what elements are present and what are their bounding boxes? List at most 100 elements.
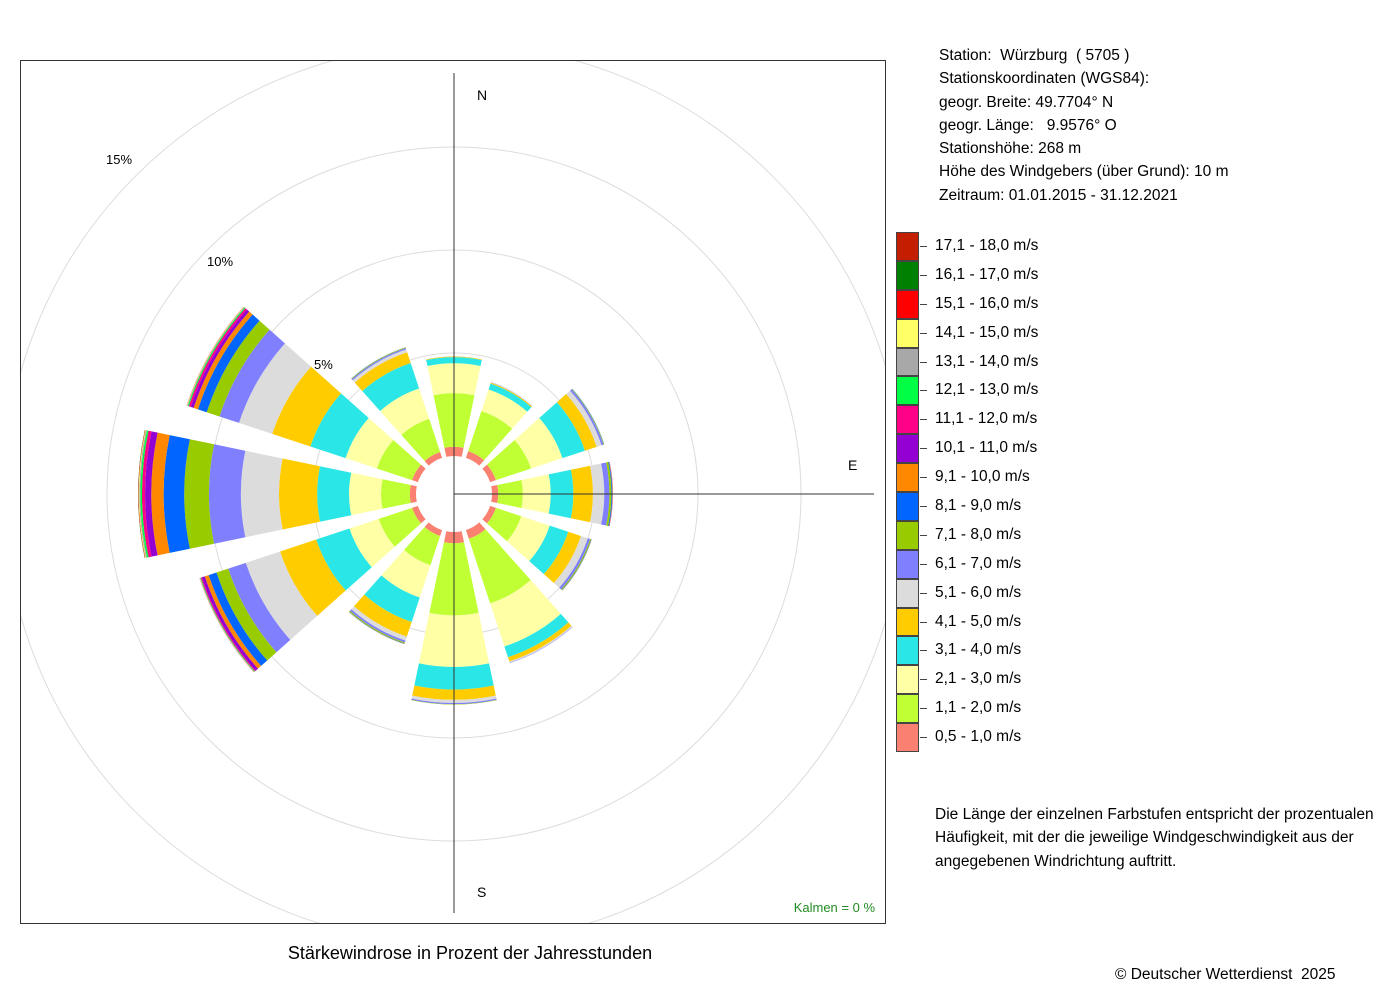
- segment-ssw-class-1: [424, 522, 443, 536]
- segment-wnw-class-6: [238, 343, 312, 434]
- segment-oso-class-2: [486, 507, 522, 542]
- segment-o-class-8: [606, 462, 612, 526]
- segment-wsw-class-4: [316, 528, 372, 591]
- segment-w-class-14: [139, 430, 147, 558]
- segment-wsw-class-6: [245, 551, 318, 640]
- legend-swatch: [896, 463, 919, 493]
- segment-w-class-2: [380, 479, 411, 509]
- legend-swatch: [896, 405, 919, 435]
- legend-tick: [920, 563, 927, 565]
- legend-tick: [920, 246, 927, 247]
- legend-tick: [920, 679, 927, 681]
- segment-sso-class-3: [490, 580, 561, 647]
- segment-ono-class-1: [482, 464, 496, 483]
- legend-tick: [920, 708, 927, 710]
- segment-w-class-4: [317, 466, 352, 522]
- legend-tick: [920, 737, 927, 739]
- legend-tick: [920, 506, 927, 508]
- segment-wnw-class-7: [219, 329, 285, 423]
- segment-w-class-16: [138, 429, 146, 559]
- sector-wsw: [199, 505, 426, 673]
- segment-oso-class-1: [482, 505, 496, 524]
- segment-w-class-5: [279, 458, 320, 530]
- legend-tick: [920, 332, 927, 334]
- legend-label: 1,1 - 2,0 m/s: [935, 699, 1022, 717]
- legend-swatch: [896, 260, 919, 290]
- legend-tick: [920, 303, 927, 305]
- segment-w-class-6: [240, 450, 283, 538]
- segment-wsw-class-7: [228, 562, 291, 653]
- legend-label: 8,1 - 9,0 m/s: [935, 497, 1022, 515]
- legend-label: 15,1 - 16,0 m/s: [935, 294, 1039, 312]
- sector-oso: [482, 505, 592, 591]
- segment-oso-class-6: [553, 536, 588, 588]
- segment-ono-class-6: [566, 390, 602, 447]
- segment-nno-class-2: [468, 410, 513, 461]
- direction-label-south: S: [477, 884, 487, 900]
- legend-tick: [920, 592, 927, 594]
- calm-label: Kalmen = 0 %: [793, 900, 875, 915]
- segment-o-class-9: [608, 461, 613, 527]
- segment-ono-class-4: [539, 402, 585, 459]
- sector-wnw: [186, 306, 426, 483]
- segment-sso-class-2: [468, 529, 531, 604]
- windrose-plot-area: N E S 5% 10% 15% Kalmen = 0 %: [20, 60, 886, 924]
- legend-tick: [920, 621, 927, 623]
- segment-oso-class-5: [543, 531, 582, 584]
- legend-label: 17,1 - 18,0 m/s: [935, 237, 1039, 254]
- segment-wsw-class-5: [280, 539, 346, 616]
- segment-oso-class-7: [559, 538, 591, 590]
- segment-nnw-class-2: [401, 418, 441, 462]
- segment-sso-class-4: [504, 613, 569, 658]
- segment-wsw-class-3: [349, 518, 395, 568]
- station-longitude: geogr. Länge: 9.9576° O: [939, 116, 1117, 134]
- legend-swatch: [896, 289, 919, 319]
- legend-swatch: [896, 520, 919, 550]
- segment-oso-class-4: [529, 525, 569, 575]
- legend-swatch: [896, 607, 919, 637]
- sector-w: [138, 429, 417, 559]
- direction-label-north: N: [477, 87, 488, 103]
- segment-nno-class-4: [488, 383, 532, 412]
- station-coordinates-heading: Stationskoordinaten (WGS84):: [939, 70, 1150, 88]
- copyright-notice: © Deutscher Wetterdienst 2025: [1115, 966, 1336, 983]
- segment-wsw-class-8: [216, 568, 277, 661]
- segment-nnw-class-6: [352, 349, 408, 383]
- legend-swatch: [896, 665, 919, 695]
- sector-nno: [465, 382, 533, 466]
- segment-o-class-11: [609, 461, 613, 527]
- segment-nno-class-1: [465, 451, 485, 466]
- segment-ono-class-2: [486, 439, 532, 481]
- segment-wsw-class-10: [204, 575, 262, 669]
- segment-w-class-10: [151, 432, 170, 556]
- ring-label-10-percent: 10%: [207, 254, 234, 269]
- legend-label: 4,1 - 5,0 m/s: [935, 612, 1022, 630]
- segment-w-class-13: [140, 430, 149, 558]
- ring-label-15-percent: 15%: [106, 152, 133, 167]
- legend-label: 14,1 - 15,0 m/s: [935, 323, 1039, 341]
- legend-label: 5,1 - 6,0 m/s: [935, 583, 1022, 601]
- legend-swatch: [896, 492, 919, 521]
- legend-swatch: [896, 232, 919, 261]
- segment-oso-class-3: [506, 516, 550, 562]
- segment-s-class-7: [411, 698, 497, 705]
- segment-w-class-12: [142, 430, 152, 558]
- segment-wnw-class-10: [193, 311, 253, 410]
- segment-sso-class-1: [465, 522, 486, 539]
- segment-w-class-8: [184, 439, 215, 549]
- legend-label: 3,1 - 4,0 m/s: [935, 641, 1022, 659]
- legend-tick: [920, 448, 927, 450]
- segment-nnw-class-1: [424, 452, 443, 466]
- sector-nnw: [351, 347, 443, 466]
- segment-nnw-class-7: [351, 348, 407, 381]
- segment-s-class-6: [411, 695, 497, 703]
- segment-nnw-class-4: [362, 363, 420, 412]
- segment-wnw-class-11: [190, 309, 250, 408]
- sector-sso: [465, 522, 573, 664]
- legend-label: 13,1 - 14,0 m/s: [935, 352, 1039, 370]
- segment-wnw-class-5: [272, 366, 342, 447]
- chart-description: Die Länge der einzelnen Farbstufen entsp…: [935, 803, 1374, 873]
- segment-wnw-class-1: [412, 464, 426, 483]
- segment-ono-class-5: [556, 394, 597, 451]
- legend-label: 6,1 - 7,0 m/s: [935, 554, 1022, 572]
